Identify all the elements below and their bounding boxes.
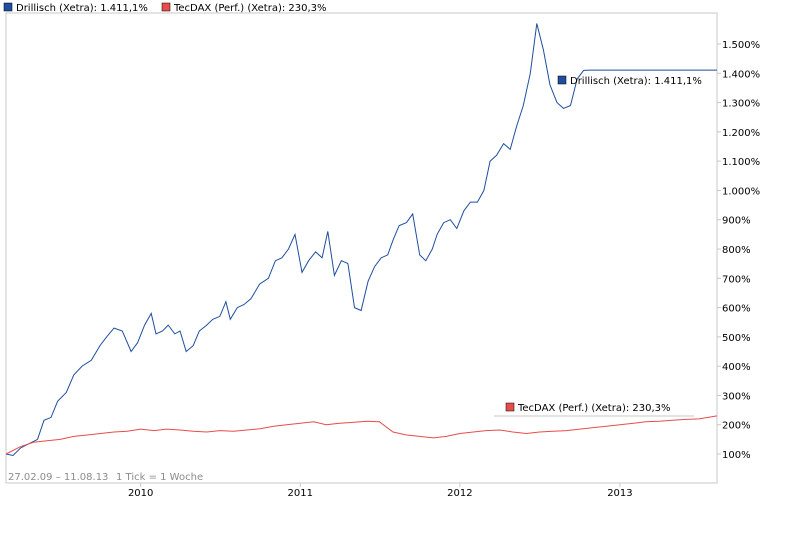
y-tick-label: 900% [722, 216, 751, 227]
y-tick-label: 300% [722, 391, 751, 402]
y-tick-label: 600% [722, 304, 751, 315]
tick-label: 1 Tick = 1 Woche [116, 472, 203, 483]
series-line-drillisch [5, 23, 717, 457]
y-tick-label: 400% [722, 362, 751, 373]
x-axis: 2010 2011 2012 2013 [128, 483, 633, 499]
y-tick-label: 1.100% [722, 157, 760, 168]
y-tick-label: 800% [722, 245, 751, 256]
y-tick-label: 200% [722, 421, 751, 432]
x-tick-label: 2011 [288, 488, 313, 499]
y-tick-label: 1.500% [722, 40, 760, 51]
annotation-swatch-tecdax [505, 402, 515, 412]
y-tick-label: 1.300% [722, 99, 760, 110]
series-line-tecdax [5, 415, 718, 455]
annotation-drillisch: Drillisch (Xetra): 1.411,1% [557, 75, 702, 87]
series-layer [5, 23, 718, 457]
legend-label-drillisch: Drillisch (Xetra): 1.411,1% [16, 3, 148, 14]
y-tick-label: 1.000% [722, 186, 760, 197]
y-tick-label: 500% [722, 333, 751, 344]
y-axis: 100% 200% 300% 400% 500% 600% 700% 800% 900% 1.00… [717, 40, 760, 461]
legend-swatch-tecdax [161, 2, 171, 12]
x-tick-label: 2012 [447, 488, 472, 499]
y-tick-label: 1.400% [722, 69, 760, 80]
legend: Drillisch (Xetra): 1.411,1% TecDAX (Perf… [3, 2, 327, 14]
plot-frame [5, 12, 718, 484]
annotation-tecdax: TecDAX (Perf.) (Xetra): 230,3% [494, 402, 694, 417]
y-tick-label: 700% [722, 274, 751, 285]
annotation-label-tecdax: TecDAX (Perf.) (Xetra): 230,3% [517, 403, 671, 414]
date-range-label: 27.02.09 – 11.08.13 [8, 472, 108, 483]
x-tick-label: 2010 [128, 488, 153, 499]
y-tick-label: 100% [722, 450, 751, 461]
legend-swatch-drillisch [3, 2, 13, 12]
y-tick-label: 1.200% [722, 128, 760, 139]
annotation-label-drillisch: Drillisch (Xetra): 1.411,1% [570, 76, 702, 87]
annotation-swatch-drillisch [557, 75, 567, 85]
x-tick-label: 2013 [607, 488, 632, 499]
legend-label-tecdax: TecDAX (Perf.) (Xetra): 230,3% [173, 3, 327, 14]
